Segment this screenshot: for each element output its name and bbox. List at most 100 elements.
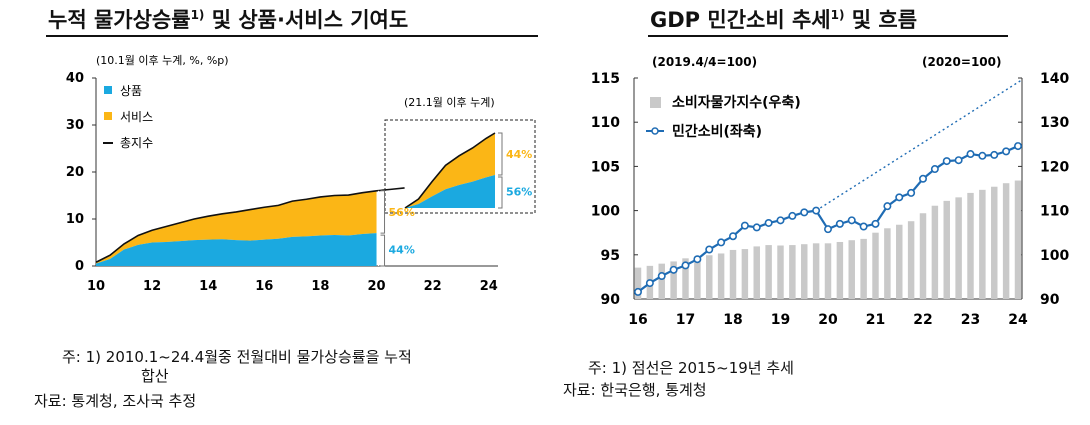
right-x-tick: 22 — [913, 312, 932, 328]
cpi-bar — [753, 246, 760, 299]
right-title-underline — [648, 35, 1008, 37]
consumption-point — [966, 150, 975, 159]
cpi-bar — [872, 232, 879, 299]
left-y-tick: 0 — [75, 259, 84, 274]
legend-cpi-swatch — [650, 97, 661, 108]
cpi-bar — [670, 261, 677, 299]
consumption-point — [954, 156, 963, 165]
cpi-bar — [658, 263, 665, 299]
total-index-line — [95, 187, 405, 263]
right-x-tick: 23 — [961, 312, 980, 328]
consumption-point — [859, 222, 868, 231]
cpi-bar — [694, 256, 701, 299]
right-title-main: GDP 민간소비 추세 — [650, 8, 831, 32]
cpi-bar — [943, 200, 950, 299]
services-share-label: 56% — [389, 206, 415, 219]
goods-bracket — [380, 234, 386, 267]
inset-services-share: 44% — [506, 148, 532, 161]
right-left-y-tick: 110 — [591, 115, 620, 131]
consumption-point — [645, 279, 654, 288]
left-y-tick: 40 — [66, 71, 84, 86]
left-y-tick: 30 — [66, 118, 84, 133]
right-x-tick: 19 — [771, 312, 790, 328]
right-axis-group: 90 95 100 105 110 115 90 100 110 120 130 140 16 17 18 1… — [591, 71, 1070, 328]
right-right-y-tick: 100 — [1040, 248, 1069, 264]
right-left-units: (2019.4/4=100) — [652, 55, 757, 69]
cpi-bar — [884, 228, 891, 299]
cpi-bar — [765, 245, 772, 299]
left-x-tick: 16 — [255, 279, 273, 294]
consumption-point — [764, 218, 773, 227]
consumption-point — [693, 255, 702, 264]
consumption-point — [907, 188, 916, 197]
left-x-tick: 18 — [311, 279, 329, 294]
legend-total-label: 총지수 — [120, 136, 153, 150]
right-right-units: (2020=100) — [922, 55, 1001, 69]
cpi-bar — [931, 205, 939, 299]
inset-goods-area — [405, 175, 495, 208]
right-x-tick: 20 — [818, 312, 838, 328]
goods-share-label: 44% — [389, 244, 415, 257]
right-chart-title: GDP 민간소비 추세1) 및 흐름 — [650, 4, 917, 34]
legend-consumption-marker — [651, 127, 659, 135]
left-y-tick: 20 — [66, 165, 84, 180]
consumption-point — [835, 219, 844, 228]
left-x-tick: 22 — [424, 279, 442, 294]
consumption-point — [883, 202, 892, 211]
consumption-point — [895, 193, 904, 202]
right-x-tick: 21 — [866, 312, 885, 328]
consumption-point — [657, 272, 666, 281]
cpi-bar — [706, 255, 713, 299]
left-x-tick: 10 — [87, 279, 105, 294]
cpi-bar — [682, 258, 689, 299]
right-x-tick: 16 — [628, 312, 647, 328]
consumption-point — [717, 238, 726, 247]
consumption-point — [634, 287, 643, 296]
right-right-y-tick: 130 — [1040, 115, 1069, 131]
left-units-label: (10.1월 이후 누계, %, %p) — [96, 54, 229, 67]
left-note-2: 합산 — [141, 367, 169, 385]
left-chart-title: 누적 물가상승률1) 및 상품·서비스 기여도 — [48, 4, 408, 34]
cpi-bar — [634, 267, 642, 299]
left-x-tick: 12 — [143, 279, 161, 294]
consumption-point — [942, 157, 951, 166]
right-title-rest: 및 흐름 — [844, 8, 918, 32]
cpi-bar — [979, 189, 986, 299]
consumption-point — [800, 208, 809, 217]
consumption-point — [788, 211, 797, 220]
legend-goods-swatch — [104, 86, 112, 94]
consumption-point — [918, 174, 927, 183]
consumption-point — [1013, 142, 1022, 151]
left-note-1: 주: 1) 2010.1~24.4월중 전월대비 물가상승률을 누적 — [62, 348, 412, 366]
cpi-bar — [801, 244, 808, 299]
inset-frame — [384, 119, 536, 214]
inset-services-area — [405, 133, 495, 208]
legend-cpi-label: 소비자물가지수(우축) — [672, 95, 801, 111]
cpi-bar — [789, 245, 796, 299]
left-x-tick: 20 — [367, 279, 385, 294]
cpi-bar — [967, 192, 974, 299]
cpi-bar — [812, 243, 820, 299]
right-right-y-tick: 90 — [1040, 292, 1060, 308]
right-right-y-tick: 120 — [1040, 159, 1069, 175]
consumption-point — [681, 261, 690, 270]
legend-goods-label: 상품 — [120, 84, 142, 98]
cpi-bar — [955, 197, 962, 299]
left-title-footnote: 1) — [190, 8, 205, 22]
cpi-bar — [729, 249, 737, 299]
inset-goods-bracket — [498, 176, 503, 209]
left-title-underline — [46, 35, 538, 37]
right-left-y-tick: 100 — [591, 204, 620, 220]
left-title-main: 누적 물가상승률 — [48, 8, 191, 32]
consumption-point — [930, 165, 939, 174]
trend-line — [815, 79, 1023, 212]
consumption-point — [847, 216, 856, 225]
cpi-bar — [836, 241, 844, 299]
right-legend: 소비자물가지수(우축) 민간소비(좌축) — [646, 95, 801, 140]
services-bracket — [380, 190, 386, 234]
left-x-tick: 24 — [480, 279, 498, 294]
cpi-bar — [919, 213, 927, 299]
left-x-tick: 14 — [199, 279, 217, 294]
